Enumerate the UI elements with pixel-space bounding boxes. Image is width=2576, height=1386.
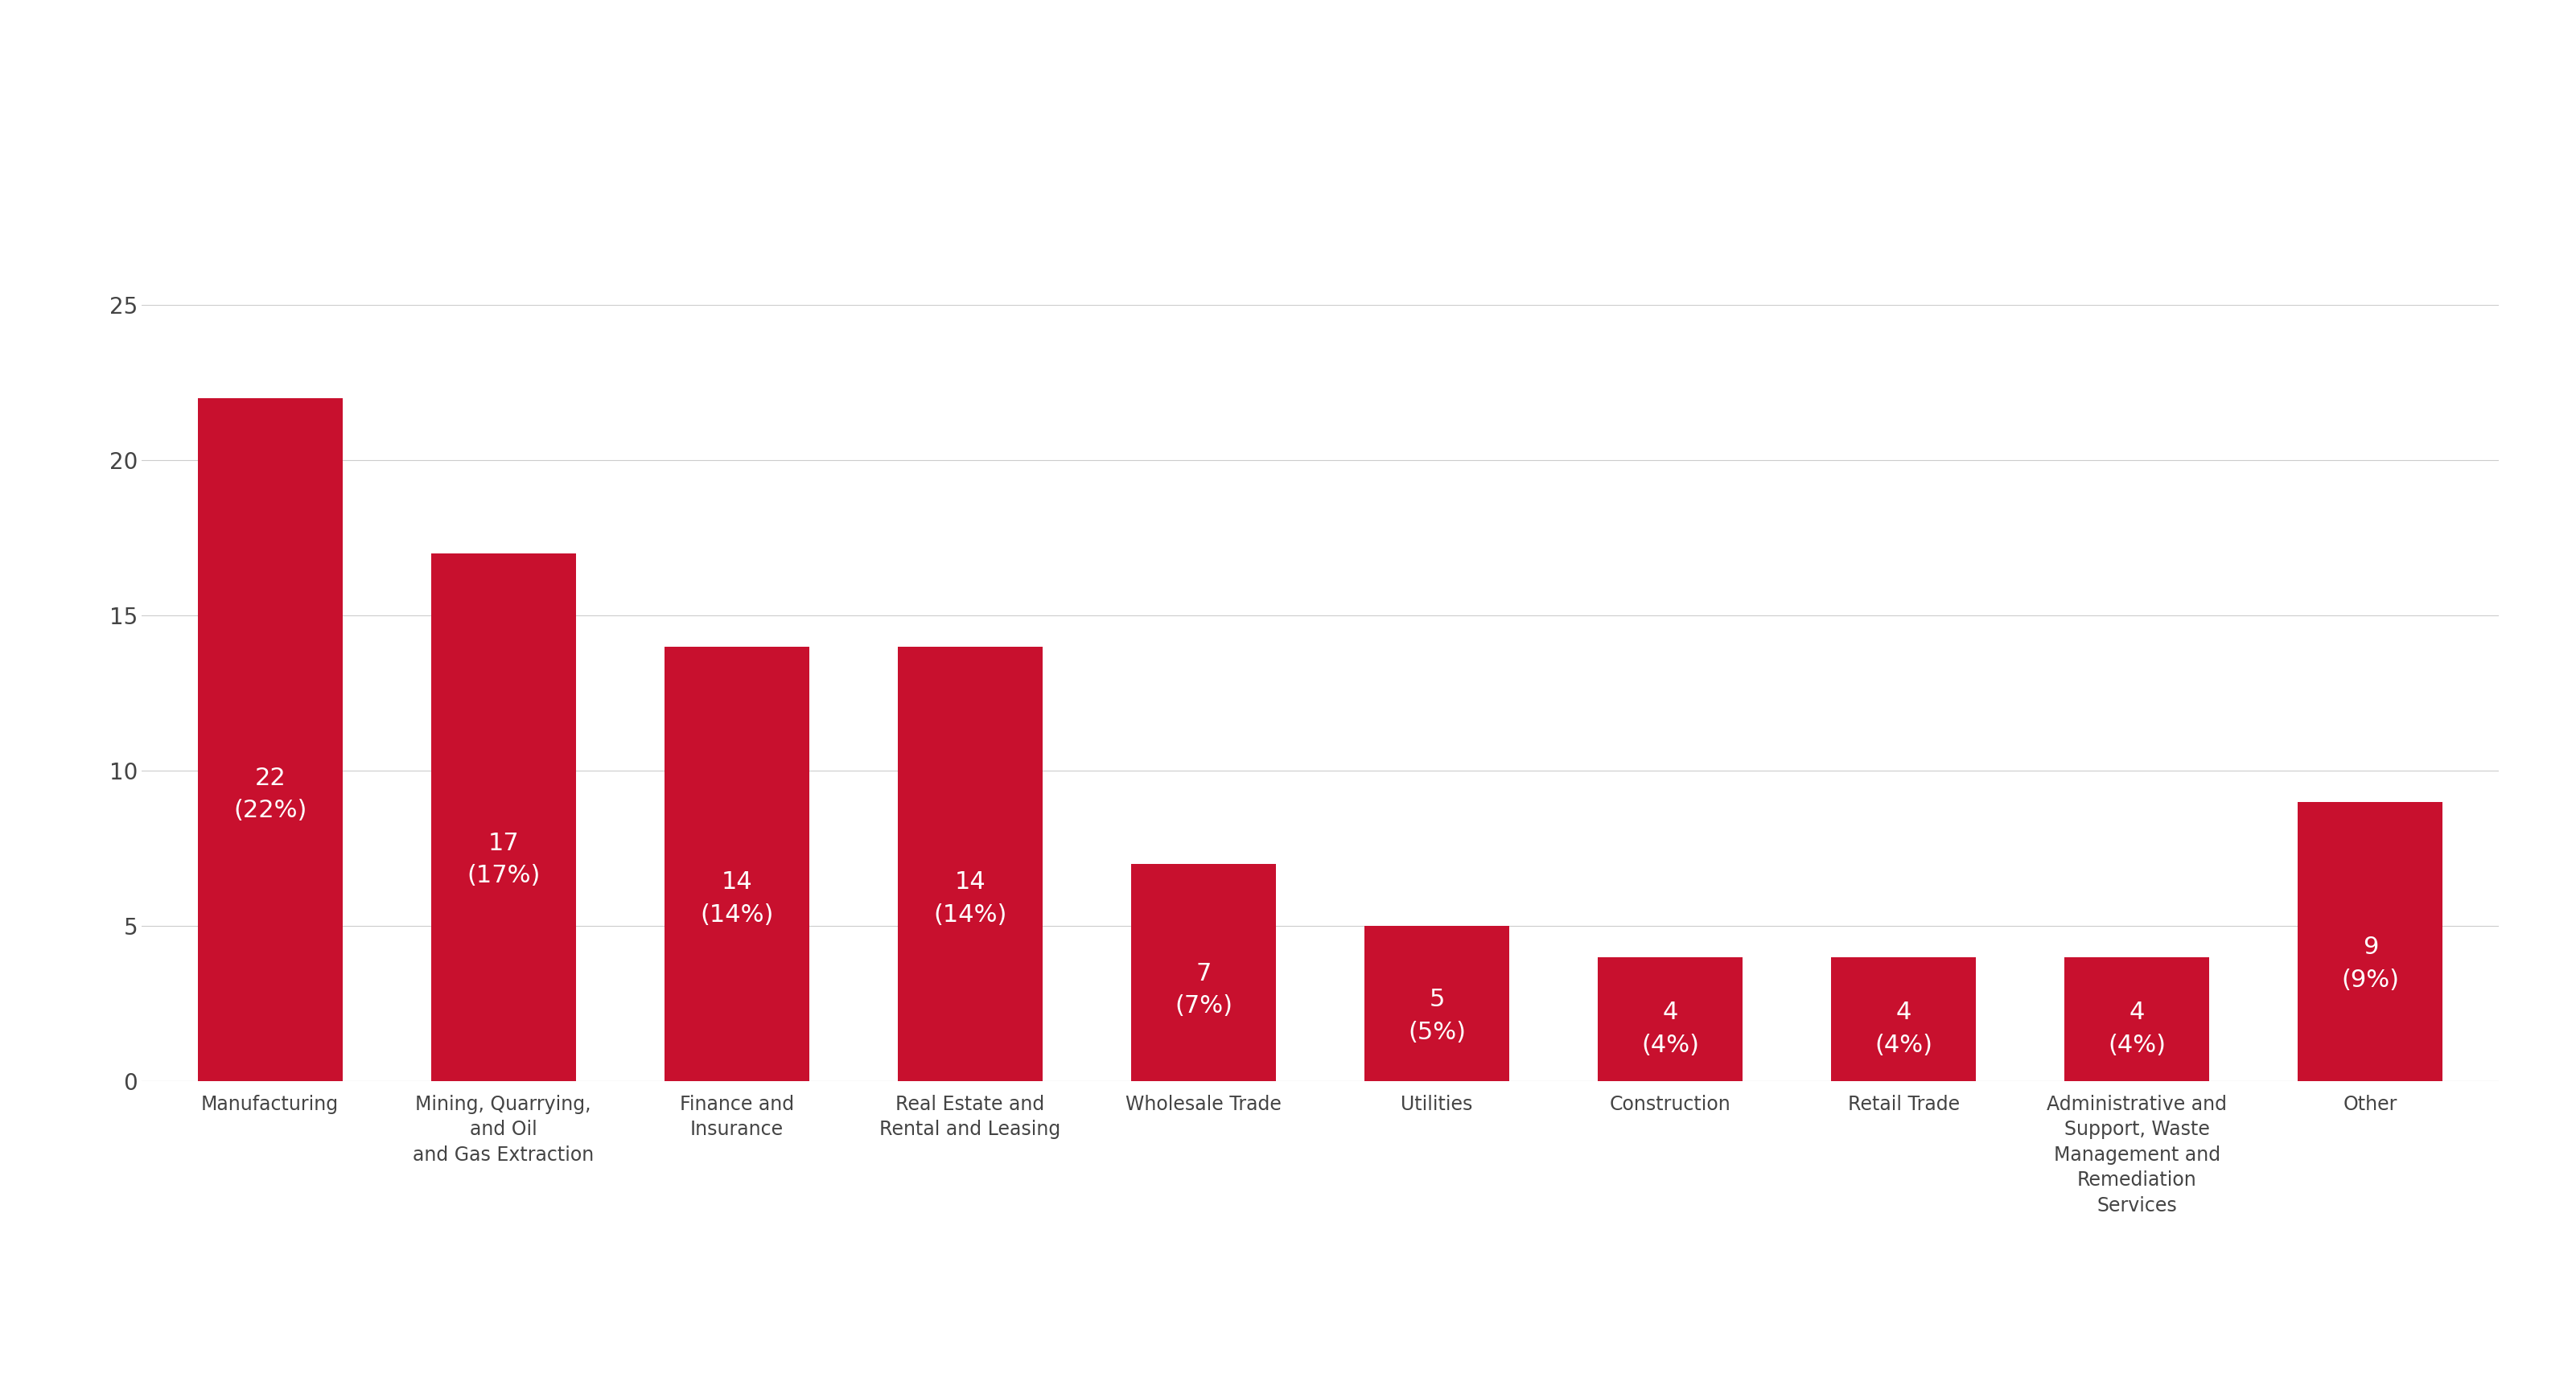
Text: 5
(5%): 5 (5%) — [1409, 988, 1466, 1044]
Text: 14
(14%): 14 (14%) — [933, 870, 1007, 926]
Bar — [1365, 926, 1510, 1081]
Bar — [2063, 956, 2210, 1081]
Text: 4
(4%): 4 (4%) — [1875, 1001, 1932, 1058]
Text: 7
(7%): 7 (7%) — [1175, 962, 1231, 1017]
Bar — [1131, 863, 1275, 1081]
Bar — [2298, 801, 2442, 1081]
Text: 22
(22%): 22 (22%) — [234, 766, 307, 822]
Bar — [1832, 956, 1976, 1081]
Text: 4
(4%): 4 (4%) — [2107, 1001, 2166, 1058]
Bar — [198, 398, 343, 1081]
Bar — [1597, 956, 1741, 1081]
Bar — [430, 553, 577, 1081]
Bar — [665, 646, 809, 1081]
Bar — [899, 646, 1043, 1081]
Text: 17
(17%): 17 (17%) — [466, 832, 541, 887]
Text: 14
(14%): 14 (14%) — [701, 870, 773, 926]
Text: 9
(9%): 9 (9%) — [2342, 936, 2398, 991]
Text: 4
(4%): 4 (4%) — [1641, 1001, 1700, 1058]
